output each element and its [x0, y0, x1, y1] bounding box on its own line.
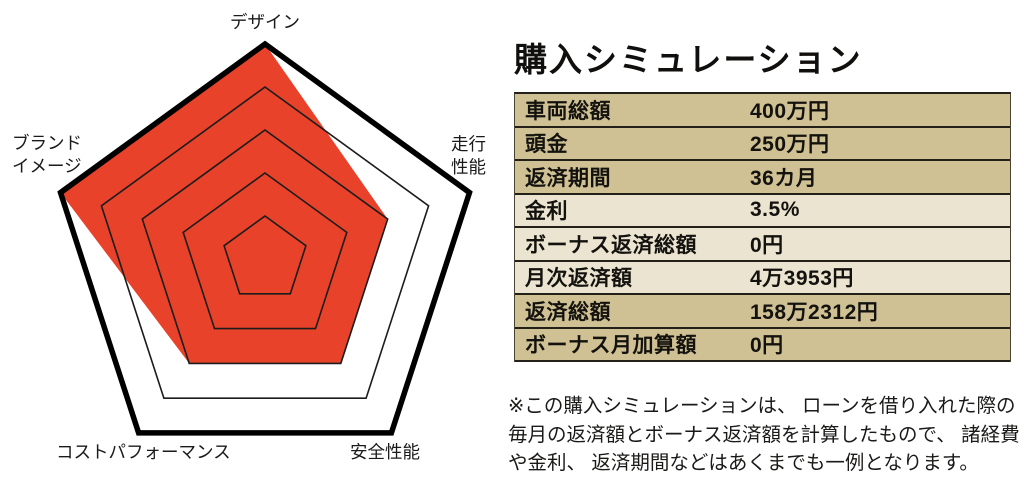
row-value: 0円 [750, 233, 784, 257]
row-label: 車両総額 [525, 99, 611, 123]
row-value: 36カ月 [750, 166, 818, 190]
row-value: 0円 [750, 334, 784, 358]
row-label: 返済期間 [525, 166, 611, 190]
row-label: ボーナス月加算額 [525, 334, 697, 358]
axis-label-safety-performance: 安全性能 [350, 441, 420, 464]
row-value: 400万円 [750, 99, 830, 123]
row-value: 4万3953円 [750, 267, 854, 291]
axis-label-line: 安全性能 [350, 442, 420, 462]
row-value: 3.5% [750, 198, 800, 222]
radar-grid-ring-3 [141, 129, 389, 365]
axis-label-line: デザイン [230, 12, 300, 32]
footnote-line: 毎月の返済額とボーナス返済額を計算したもので、 諸経費 [508, 423, 1020, 446]
table-row: 車両総額 400万円 [515, 94, 1010, 128]
row-label: 返済総額 [525, 300, 611, 324]
simulation-title: 購入シミュレーション [514, 43, 863, 79]
radar-outer-pentagon [57, 40, 473, 436]
axis-label-design: デザイン [230, 11, 300, 34]
radar-data-area [60, 44, 388, 364]
simulation-footnote: ※この購入シミュレーションは、 ローンを借り入れた際の 毎月の返済額とボーナス返済… [508, 392, 1020, 478]
row-label: 月次返済額 [525, 267, 633, 291]
radar-grid-ring-2 [182, 172, 348, 330]
table-row: 頭金 250万円 [515, 127, 1010, 161]
table-row: 月次返済額 4万3953円 [515, 261, 1010, 295]
table-row: 返済総額 158万2312円 [515, 295, 1010, 329]
axis-label-line: 性能 [451, 157, 486, 177]
row-value: 250万円 [750, 133, 830, 157]
table-row: ボーナス月加算額 0円 [515, 328, 1010, 362]
row-value: 158万2312円 [750, 300, 879, 324]
radar-grid-ring-1 [223, 215, 307, 295]
table-row: 金利 3.5% [515, 194, 1010, 228]
footnote-line: や金利、 返済期間などはあくまでも一例となります。 [508, 452, 979, 474]
footnote-line: ※この購入シミュレーションは、 ローンを借り入れた際の [508, 395, 1016, 417]
axis-label-line: ブランド [12, 133, 82, 153]
radar-chart [57, 40, 473, 436]
axis-label-cost-performance: コストパフォーマンス [56, 441, 231, 464]
row-label: ボーナス返済総額 [525, 233, 697, 257]
radar-panel: デザイン 走行性能 安全性能 コストパフォーマンス ブランドイメージ [0, 0, 500, 499]
axis-label-brand-image: ブランド イメージ [12, 132, 82, 178]
radar-grid-ring-4 [100, 86, 430, 400]
axis-label-line: コストパフォーマンス [56, 442, 231, 462]
row-label: 金利 [525, 200, 568, 224]
row-label: 頭金 [525, 133, 568, 157]
simulation-table: 車両総額 400万円頭金 250万円返済期間 36カ月金利 3.5% ボーナス返済総額 0円… [514, 92, 1011, 362]
axis-label-line: イメージ [12, 156, 82, 176]
table-row: ボーナス返済総額 0円 [515, 228, 1010, 262]
axis-label-driving-performance: 走行 性能 [451, 133, 486, 179]
axis-label-line: 走行 [451, 134, 486, 154]
table-row: 返済期間 36カ月 [515, 161, 1010, 195]
